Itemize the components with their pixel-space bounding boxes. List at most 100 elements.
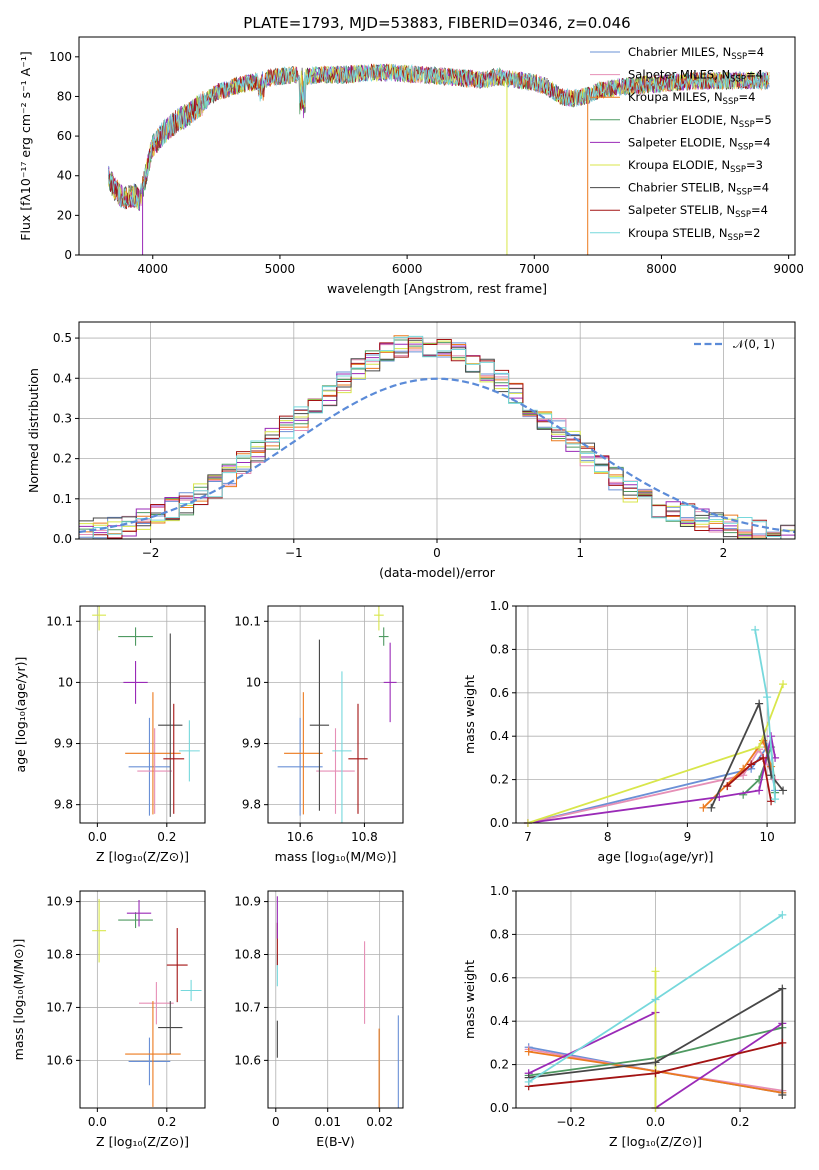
axes-frame [79, 605, 206, 824]
mass-weight-marker [755, 786, 764, 795]
normal-distribution-curve [79, 377, 795, 534]
y-tick-label: 0.2 [53, 452, 72, 466]
y-axis-label: Flux [fλ10⁻¹⁷ erg cm⁻² s⁻¹ A⁻¹] [18, 51, 33, 240]
y-tick-label: 10.1 [46, 614, 73, 628]
mass-weight-marker [699, 803, 708, 812]
y-tick-label: 10.9 [234, 895, 261, 909]
legend-entry-count: =3 [746, 158, 763, 172]
legend-entry-name: Salpeter ELODIE, N [628, 135, 738, 149]
x-tick-label: 2 [720, 546, 728, 560]
legend-entry-count: =4 [754, 135, 771, 149]
mass-weight-marker [779, 680, 788, 689]
x-tick-label: 8 [604, 830, 612, 844]
mass-weight-marker [759, 753, 768, 762]
mass-weight-panel: 7 8 9 10 0.0 0.2 0.4 0.6 0.8 1.0 age [log₁₀(age/yr… [462, 599, 796, 864]
x-tick-label: 0.2 [730, 1115, 749, 1129]
y-tick-label: 0.8 [490, 642, 509, 656]
x-tick-label: 4000 [137, 262, 168, 276]
y-axis-label: mass [log₁₀(M/M⊙)] [11, 939, 26, 1061]
errorbar-point [374, 606, 384, 631]
axes-frame [267, 605, 404, 824]
y-tick-label: 0 [64, 248, 72, 262]
y-tick-label: 0.5 [53, 331, 72, 345]
y-tick-label: 10.6 [234, 1053, 261, 1067]
y-tick-label: 0.6 [490, 686, 509, 700]
legend-entry: Chabrier MILES, NSSP=4 [628, 45, 764, 62]
mass-weight-marker [651, 967, 660, 976]
x-tick-label: 0 [272, 1115, 280, 1129]
y-tick-label: 10 [246, 675, 261, 689]
legend-entry: Salpeter MILES, NSSP=4 [628, 68, 763, 85]
mass-weight-marker [763, 693, 772, 702]
errorbar-point [158, 1001, 183, 1055]
legend-entry: Chabrier STELIB, NSSP=4 [628, 181, 769, 198]
spectrum-panel: PLATE=1793, MJD=53883, FIBERID=0346, z=0… [18, 14, 804, 296]
y-tick-label: 10.8 [46, 948, 73, 962]
errorbar-panel: 0.0 0.2 10.6 10.7 10.8 10.9 Z [log₁₀(Z/Z⊙)] mas… [11, 890, 206, 1149]
legend-entry-sub: SSP [731, 52, 747, 62]
x-axis-label: age [log₁₀(age/yr)] [598, 849, 714, 864]
y-tick-label: 9.8 [242, 798, 261, 812]
x-tick-label: 1 [576, 546, 584, 560]
legend-entry-name: Kroupa ELODIE, N [628, 158, 730, 172]
errorbar-point [126, 899, 152, 927]
legend-entry-sub: SSP [735, 210, 751, 220]
errorbar-point [123, 661, 148, 704]
errorbar-point [309, 639, 330, 811]
errorbar-panel: 0.0 0.2 9.8 9.9 10 10.1 Z [log₁₀(Z/Z⊙)] age [lo… [13, 605, 206, 864]
residual-histogram-panel: −2 −1 0 1 2 0.0 0.1 0.2 0.3 0.4 0.5 (data-model)/er… [26, 321, 796, 580]
spectrum-series-line [107, 63, 770, 209]
axes-frame [78, 321, 796, 540]
legend-entry: Kroupa MILES, NSSP=4 [628, 90, 755, 107]
mass-weight-marker [747, 760, 756, 769]
mass-weight-marker [778, 984, 787, 993]
y-tick-label: 0.4 [490, 729, 509, 743]
y-tick-label: 10.7 [234, 1000, 261, 1014]
x-tick-label: 6000 [392, 262, 423, 276]
y-tick-label: 0.2 [490, 773, 509, 787]
legend-entry: Kroupa ELODIE, NSSP=3 [628, 158, 763, 175]
mass-weight-marker [524, 1047, 533, 1056]
legend-entry-count: =4 [746, 68, 763, 82]
errorbar-point [125, 692, 181, 815]
y-tick-label: 9.8 [54, 798, 73, 812]
errorbar-point [128, 717, 171, 816]
mass-weight-marker [779, 786, 788, 795]
mass-weight-series-line [726, 756, 772, 802]
mass-weight-marker [767, 797, 776, 806]
y-axis-label: age [log₁₀(age/yr)] [13, 657, 28, 773]
axes-frame [515, 890, 796, 1109]
y-tick-label: 0.4 [490, 1014, 509, 1028]
mass-weight-marker [651, 1058, 660, 1067]
legend-entry-sub: SSP [730, 165, 746, 175]
mass-weight-marker [755, 699, 764, 708]
errorbar-point [137, 728, 173, 814]
legend-entry: Salpeter ELODIE, NSSP=4 [628, 135, 771, 152]
y-tick-label: 10.8 [234, 948, 261, 962]
mass-weight-marker [707, 803, 716, 812]
y-tick-label: 0.8 [490, 927, 509, 941]
mass-weight-marker [651, 995, 660, 1004]
x-axis-label: E(B-V) [316, 1134, 355, 1149]
mass-weight-marker [524, 1077, 533, 1086]
legend-entry-sub: SSP [728, 233, 744, 243]
y-tick-label: 0.4 [53, 371, 72, 385]
mass-weight-series-line [527, 683, 784, 823]
y-tick-label: 40 [57, 169, 72, 183]
x-tick-label: 0.0 [646, 1115, 665, 1129]
y-tick-label: 0.0 [490, 1101, 509, 1115]
x-tick-label: 0.2 [157, 1115, 176, 1129]
errorbar-point [316, 728, 355, 814]
legend-entry-count: =4 [752, 181, 769, 195]
x-axis-label: wavelength [Angstrom, rest frame] [327, 281, 547, 296]
histogram-series-step [79, 335, 795, 539]
y-axis-label: mass weight [462, 675, 477, 754]
x-tick-label: 0.0 [88, 1115, 107, 1129]
x-axis-label: (data-model)/error [379, 565, 496, 580]
chart-title: PLATE=1793, MJD=53883, FIBERID=0346, z=0… [243, 14, 630, 32]
x-axis-label: mass [log₁₀(M/M⊙)] [275, 849, 397, 864]
x-tick-label: 0.2 [157, 830, 176, 844]
mass-weight-marker [723, 782, 732, 791]
legend-entry-name: Chabrier ELODIE, N [628, 113, 739, 127]
x-tick-label: 0.02 [366, 1115, 393, 1129]
